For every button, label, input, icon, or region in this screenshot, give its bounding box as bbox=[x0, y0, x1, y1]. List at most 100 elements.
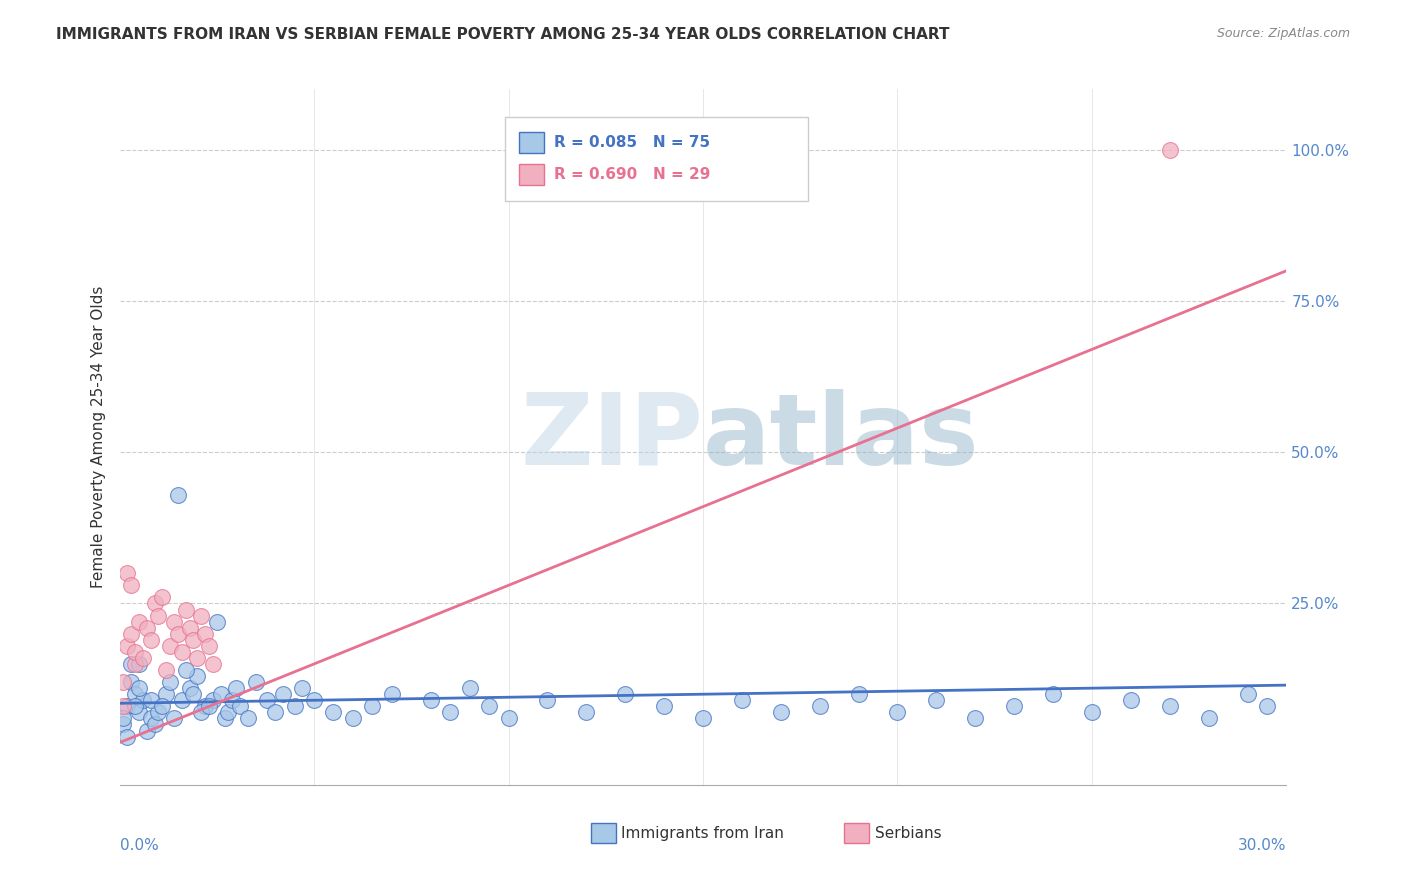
Point bbox=[478, 699, 501, 714]
Point bbox=[170, 645, 193, 659]
Point bbox=[201, 657, 224, 671]
Point bbox=[194, 699, 217, 714]
Point bbox=[163, 711, 186, 725]
Point bbox=[190, 706, 212, 720]
Point bbox=[848, 687, 870, 701]
Point bbox=[229, 699, 252, 714]
Point bbox=[124, 699, 146, 714]
Point bbox=[186, 651, 208, 665]
Point bbox=[291, 681, 314, 695]
Point bbox=[117, 699, 139, 714]
Point bbox=[225, 681, 247, 695]
Point bbox=[217, 706, 239, 720]
Point bbox=[256, 693, 278, 707]
Point bbox=[245, 675, 267, 690]
Point bbox=[575, 706, 598, 720]
Point bbox=[886, 706, 908, 720]
Point bbox=[112, 711, 135, 725]
Point bbox=[120, 657, 142, 671]
Text: R = 0.085   N = 75: R = 0.085 N = 75 bbox=[554, 136, 710, 150]
Point bbox=[120, 626, 142, 640]
Point bbox=[236, 711, 259, 725]
Point bbox=[143, 597, 166, 611]
Point bbox=[925, 693, 948, 707]
Point bbox=[194, 626, 217, 640]
Point bbox=[124, 687, 146, 701]
Point bbox=[201, 693, 224, 707]
Point bbox=[155, 663, 177, 677]
Point bbox=[731, 693, 754, 707]
Point bbox=[381, 687, 404, 701]
Point bbox=[342, 711, 364, 725]
Point bbox=[163, 615, 186, 629]
Point bbox=[214, 711, 236, 725]
Point bbox=[150, 699, 173, 714]
Point bbox=[112, 699, 135, 714]
Point bbox=[174, 663, 197, 677]
Point bbox=[159, 675, 181, 690]
Point bbox=[186, 669, 208, 683]
Point bbox=[183, 687, 205, 701]
Point bbox=[209, 687, 232, 701]
Point bbox=[124, 657, 146, 671]
Point bbox=[536, 693, 558, 707]
Point bbox=[128, 657, 150, 671]
Point bbox=[159, 639, 181, 653]
Point bbox=[139, 693, 162, 707]
Text: Serbians: Serbians bbox=[875, 826, 941, 840]
Point bbox=[652, 699, 675, 714]
Point bbox=[190, 608, 212, 623]
Point bbox=[179, 621, 201, 635]
Point bbox=[135, 723, 157, 738]
Point bbox=[221, 693, 243, 707]
Point bbox=[174, 602, 197, 616]
Point bbox=[132, 693, 155, 707]
Bar bbox=[505, 117, 808, 201]
Point bbox=[132, 651, 155, 665]
Point bbox=[155, 687, 177, 701]
Point bbox=[769, 706, 792, 720]
Point bbox=[128, 615, 150, 629]
Point bbox=[302, 693, 325, 707]
Point bbox=[148, 706, 170, 720]
Point bbox=[148, 608, 170, 623]
Point bbox=[692, 711, 714, 725]
Point bbox=[1236, 687, 1258, 701]
Point bbox=[1002, 699, 1025, 714]
Point bbox=[135, 621, 157, 635]
Point bbox=[198, 699, 221, 714]
Point bbox=[458, 681, 481, 695]
Point bbox=[198, 639, 221, 653]
Point bbox=[139, 711, 162, 725]
Y-axis label: Female Poverty Among 25-34 Year Olds: Female Poverty Among 25-34 Year Olds bbox=[90, 286, 105, 588]
Bar bbox=[519, 164, 544, 186]
Point bbox=[322, 706, 344, 720]
Point bbox=[117, 730, 139, 744]
Point bbox=[117, 639, 139, 653]
Point bbox=[264, 706, 287, 720]
Point bbox=[128, 706, 150, 720]
Point bbox=[808, 699, 831, 714]
Text: R = 0.690   N = 29: R = 0.690 N = 29 bbox=[554, 168, 710, 182]
Point bbox=[170, 693, 193, 707]
Text: 30.0%: 30.0% bbox=[1239, 838, 1286, 854]
Point bbox=[117, 566, 139, 581]
Point bbox=[284, 699, 307, 714]
Point bbox=[439, 706, 461, 720]
Text: atlas: atlas bbox=[703, 389, 980, 485]
Point bbox=[183, 632, 205, 647]
Point bbox=[179, 681, 201, 695]
Bar bbox=[519, 132, 544, 153]
Text: 0.0%: 0.0% bbox=[120, 838, 159, 854]
Point bbox=[143, 717, 166, 731]
Point bbox=[120, 675, 142, 690]
Text: Source: ZipAtlas.com: Source: ZipAtlas.com bbox=[1216, 27, 1350, 40]
Point bbox=[1198, 711, 1220, 725]
Point bbox=[150, 591, 173, 605]
Point bbox=[139, 632, 162, 647]
Point bbox=[124, 645, 146, 659]
Point bbox=[614, 687, 637, 701]
Point bbox=[112, 675, 135, 690]
Point bbox=[120, 578, 142, 592]
Point bbox=[419, 693, 441, 707]
